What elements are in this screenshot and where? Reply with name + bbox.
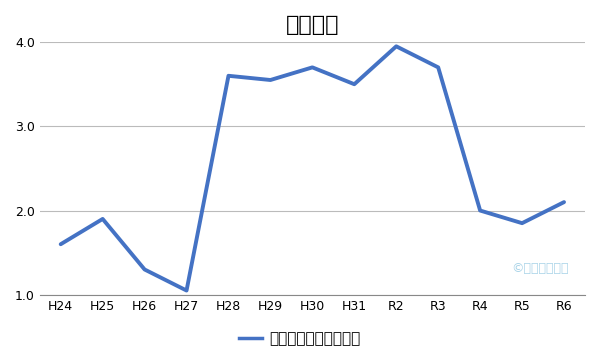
Title: 推薦選抜: 推薦選抜: [286, 15, 339, 35]
Legend: 総合工学システム学科: 総合工学システム学科: [233, 325, 367, 352]
Text: ©高専受験計画: ©高専受験計画: [511, 261, 569, 275]
